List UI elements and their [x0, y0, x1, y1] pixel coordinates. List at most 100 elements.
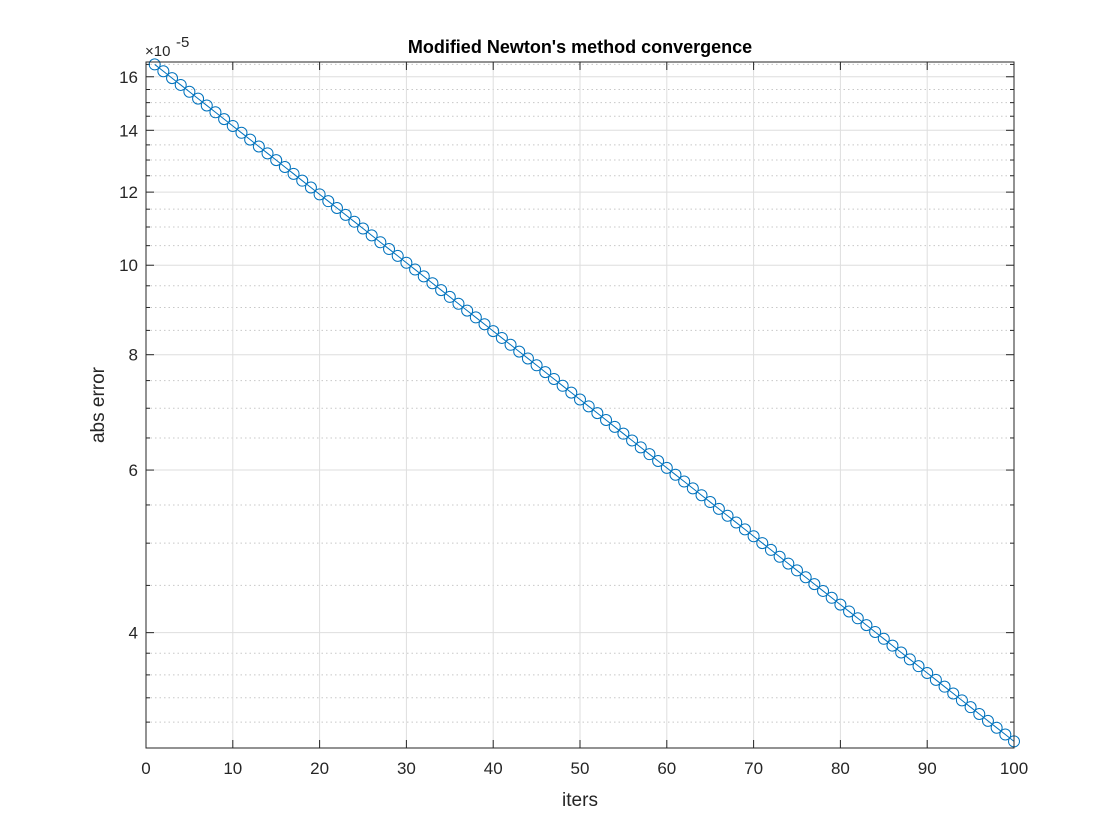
data-point [513, 345, 526, 358]
data-point [383, 243, 396, 256]
data-point [660, 461, 673, 474]
data-point [773, 550, 786, 563]
x-tick-label: 10 [223, 759, 242, 778]
data-point [313, 188, 326, 201]
data-point [252, 140, 265, 153]
data-point [192, 92, 205, 105]
data-point [556, 379, 569, 392]
data-point [764, 543, 777, 556]
data-point [886, 639, 899, 652]
data-point [348, 215, 361, 228]
data-point [851, 612, 864, 625]
minor-gridlines [146, 63, 1014, 723]
data-point [730, 516, 743, 529]
data-point [582, 400, 595, 413]
data-point [964, 701, 977, 714]
x-tick-label: 90 [918, 759, 937, 778]
data-point [521, 352, 534, 365]
data-point [721, 509, 734, 522]
data-point [400, 256, 413, 269]
data-point [747, 530, 760, 543]
data-point [600, 413, 613, 426]
data-point [235, 126, 248, 139]
data-point [304, 181, 317, 194]
x-tick-label: 100 [1000, 759, 1028, 778]
data-point [435, 284, 448, 297]
data-point [634, 441, 647, 454]
data-point [626, 434, 639, 447]
data-point [877, 632, 890, 645]
data-point [330, 202, 343, 215]
data-point [166, 72, 179, 85]
data-point [357, 222, 369, 235]
data-point [608, 420, 621, 433]
data-point [695, 489, 708, 502]
data-point [218, 113, 231, 126]
data-point [261, 147, 274, 160]
data-point [825, 591, 838, 604]
tick-marks [145, 62, 1015, 748]
x-axis-label: iters [562, 790, 598, 811]
data-point [756, 537, 769, 550]
data-point [469, 311, 482, 324]
data-point [808, 578, 821, 591]
data-series [148, 58, 1020, 748]
data-point [409, 263, 422, 276]
data-point [921, 666, 934, 679]
data-point [990, 721, 1003, 734]
data-point [200, 99, 213, 112]
data-point [929, 673, 942, 686]
y-exponent-base: ×10 [145, 43, 170, 60]
data-point [669, 468, 682, 481]
data-point [278, 160, 291, 173]
y-tick-label: 8 [129, 346, 138, 365]
y-exponent-power: -5 [176, 34, 189, 51]
data-point [547, 372, 560, 385]
data-point [678, 475, 691, 488]
data-point [148, 58, 161, 71]
data-point [643, 448, 656, 461]
data-point [938, 680, 951, 693]
data-point [686, 482, 699, 495]
data-point [712, 502, 725, 515]
data-point [495, 331, 508, 344]
y-axis-label: abs error [88, 366, 109, 443]
data-point [443, 290, 456, 303]
data-point [574, 393, 586, 406]
data-point [478, 318, 491, 331]
data-point [782, 557, 795, 570]
data-point [183, 85, 196, 98]
tick-labels: 0 10 20 30 40 50 60 70 80 90 100 4 6 8 10 12 14 16 [119, 68, 1028, 778]
data-point [287, 167, 300, 180]
x-tick-label: 0 [141, 759, 150, 778]
data-point [981, 714, 994, 727]
chart-title: Modified Newton's method convergence [408, 37, 752, 57]
data-point [704, 496, 717, 509]
data-point [565, 386, 578, 399]
data-point [999, 728, 1012, 741]
data-point [652, 455, 665, 468]
data-point [738, 523, 751, 536]
x-tick-label: 80 [831, 759, 850, 778]
data-point [617, 427, 630, 440]
data-point [843, 605, 856, 618]
data-point [591, 407, 604, 420]
x-tick-label: 40 [484, 759, 503, 778]
x-tick-label: 20 [310, 759, 329, 778]
y-tick-label: 4 [129, 624, 138, 643]
data-point [504, 338, 517, 351]
data-point [947, 687, 960, 700]
data-point [834, 598, 847, 611]
data-point [973, 708, 986, 721]
data-point [365, 229, 378, 242]
data-point [339, 208, 352, 221]
x-tick-label: 30 [397, 759, 416, 778]
data-point [209, 106, 222, 119]
y-tick-label: 14 [119, 121, 138, 140]
y-tick-label: 10 [119, 256, 138, 275]
data-point [452, 297, 465, 310]
data-point [417, 270, 430, 283]
x-tick-label: 50 [571, 759, 590, 778]
